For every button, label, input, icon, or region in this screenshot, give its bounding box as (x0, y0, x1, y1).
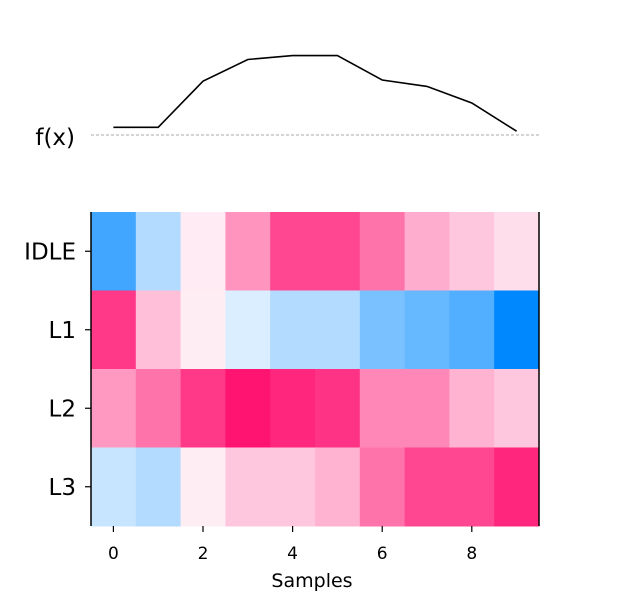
y-tick-label: L3 (49, 475, 76, 501)
heatmap-cell (135, 447, 182, 527)
heatmap-cell (225, 212, 271, 291)
heatmap-cell (91, 212, 137, 291)
heatmap-cell (449, 447, 495, 527)
heatmap-cell (135, 290, 182, 370)
heatmap-cell (225, 290, 271, 370)
x-axis: 0 2 4 6 8 (108, 526, 477, 564)
heatmap-cell (180, 447, 226, 527)
heatmap-cell (404, 369, 450, 448)
heatmap-cell (270, 290, 316, 370)
heatmap-cell (359, 212, 406, 291)
heatmap-cell (315, 290, 361, 370)
x-tick-label: 2 (198, 544, 209, 564)
heatmap-cell (91, 447, 137, 527)
heatmap-cell (404, 447, 450, 527)
x-tick-label: 8 (466, 544, 477, 564)
heatmap-cell (449, 369, 495, 448)
heatmap-cell (270, 212, 316, 291)
y-tick-label: L2 (49, 396, 76, 422)
heatmap-cell (494, 447, 540, 527)
heatmap-cell (494, 369, 540, 448)
y-axis: IDLE L1 L2 L3 (24, 239, 91, 501)
heatmap-cell (135, 212, 182, 291)
heatmap-cell (315, 369, 361, 448)
profile-line (113, 54, 518, 132)
heatmap-cell (359, 369, 406, 448)
x-axis-label: Samples (271, 570, 352, 592)
x-tick-label: 0 (108, 544, 119, 564)
heatmap-cell (359, 290, 406, 370)
heatmap-cell (270, 447, 316, 527)
heatmap-cell (449, 212, 495, 291)
heatmap-cells (91, 212, 540, 527)
heatmap-cell (135, 369, 182, 448)
heatmap-cell (449, 290, 495, 370)
profile-label: f(x) (35, 125, 75, 151)
heatmap-cell (225, 369, 271, 448)
heatmap-cell (404, 290, 450, 370)
heatmap-cell (91, 290, 137, 370)
profile-panel: f(x) (35, 54, 539, 151)
heatmap-cell (494, 290, 540, 370)
heatmap-cell (404, 212, 450, 291)
heatmap-cell (180, 212, 226, 291)
y-tick-label: IDLE (24, 239, 76, 265)
heatmap-cell (225, 447, 271, 527)
heatmap-cell (180, 290, 226, 370)
y-tick-label: L1 (49, 318, 76, 344)
heatmap-cell (91, 369, 137, 448)
heatmap-cell (359, 447, 406, 527)
heatmap-cell (315, 212, 361, 291)
heatmap-cell (315, 447, 361, 527)
heatmap-cell (180, 369, 226, 448)
x-tick-label: 4 (287, 544, 298, 564)
heatmap-cell (270, 369, 316, 448)
x-tick-label: 6 (377, 544, 388, 564)
heatmap-cell (494, 212, 540, 291)
